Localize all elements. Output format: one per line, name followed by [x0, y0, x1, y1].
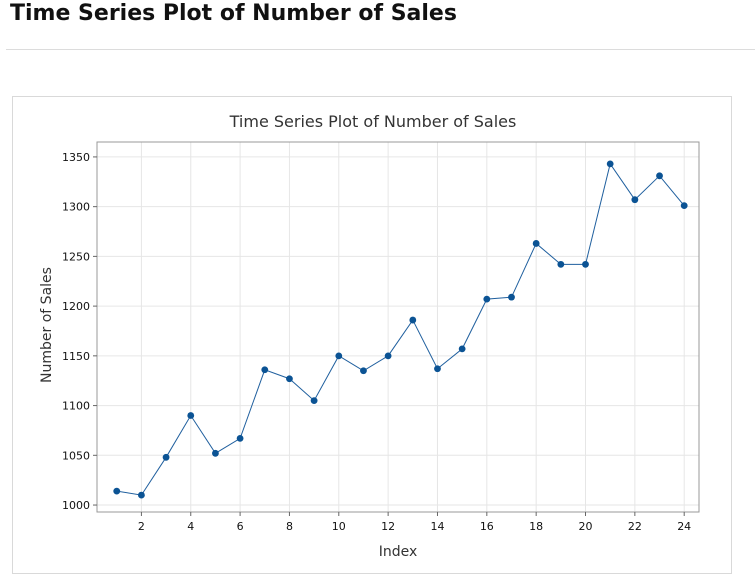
- data-point: [335, 352, 343, 360]
- data-point: [138, 491, 145, 499]
- time-series-chart: Time Series Plot of Number of Sales 1000…: [39, 112, 700, 560]
- data-point: [434, 365, 441, 373]
- y-tick-label: 1300: [62, 201, 90, 214]
- x-axis-label: Index: [379, 544, 418, 560]
- data-point: [310, 397, 318, 405]
- data-point: [532, 240, 540, 247]
- y-axis: 1000 1050 1100 1150 1200 1250 1300 1350: [62, 151, 97, 512]
- data-point: [384, 352, 392, 360]
- y-tick-label: 1000: [62, 499, 90, 512]
- x-tick-label: 12: [381, 520, 395, 533]
- x-tick-label: 10: [332, 520, 346, 533]
- grid: [97, 142, 699, 512]
- data-point: [212, 449, 219, 457]
- data-point: [582, 260, 589, 268]
- data-point: [236, 434, 244, 442]
- x-tick-label: 2: [138, 520, 145, 533]
- data-point: [187, 412, 195, 419]
- data-point: [680, 202, 688, 210]
- data-point: [261, 366, 269, 374]
- y-tick-label: 1200: [62, 300, 90, 313]
- plot-frame: [96, 141, 700, 513]
- data-point: [656, 172, 663, 180]
- y-tick-label: 1050: [62, 449, 90, 462]
- data-points: [113, 160, 688, 499]
- y-tick-label: 1150: [62, 350, 90, 363]
- data-point: [113, 487, 121, 495]
- data-point: [458, 345, 466, 353]
- x-tick-label: 16: [480, 520, 494, 533]
- data-point: [631, 196, 639, 204]
- x-tick-label: 22: [628, 520, 642, 533]
- x-tick-label: 24: [677, 520, 691, 533]
- y-axis-label: Number of Sales: [39, 267, 55, 383]
- x-tick-label: 18: [529, 520, 543, 533]
- page-title: Time Series Plot of Number of Sales: [10, 1, 457, 26]
- x-tick-label: 20: [579, 520, 593, 533]
- x-tick-label: 6: [237, 520, 244, 533]
- y-tick-label: 1100: [62, 400, 90, 413]
- data-point: [360, 367, 367, 375]
- x-tick-label: 14: [430, 520, 444, 533]
- data-point: [409, 316, 417, 324]
- data-point: [286, 375, 293, 383]
- series-line: [116, 162, 685, 496]
- y-tick-label: 1250: [62, 250, 90, 263]
- data-point: [508, 293, 515, 301]
- header-divider: [6, 49, 755, 50]
- data-point: [483, 295, 491, 303]
- data-point: [162, 453, 170, 461]
- x-tick-label: 8: [286, 520, 293, 533]
- x-tick-label: 4: [187, 520, 194, 533]
- data-point: [606, 160, 614, 168]
- data-point: [557, 260, 565, 268]
- y-tick-label: 1350: [62, 151, 90, 164]
- chart-card: Time Series Plot of Number of Sales 1000…: [12, 96, 732, 574]
- x-axis: 2 4 6 8 10 12 14 16 18 20 22 24: [138, 512, 691, 533]
- chart-title: Time Series Plot of Number of Sales: [229, 112, 517, 131]
